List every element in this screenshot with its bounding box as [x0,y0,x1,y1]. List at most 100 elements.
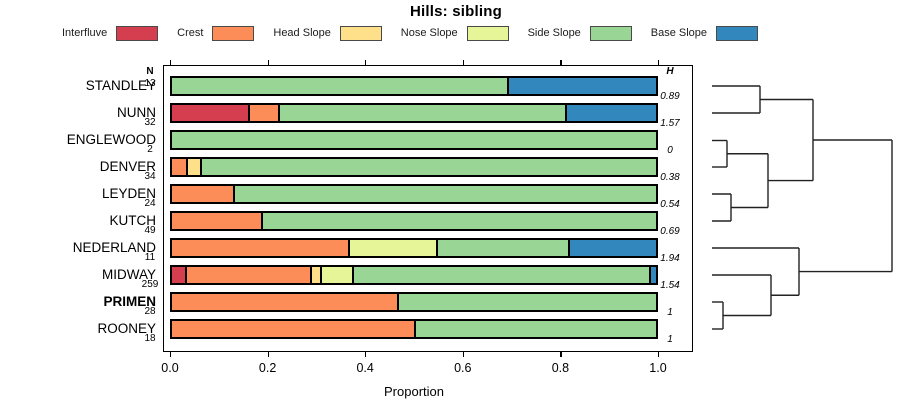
legend-swatch [716,25,758,41]
axis-tick-label: 0.2 [258,361,277,375]
bar-segment-side-slope [414,321,656,338]
bar-segment-interfluve [172,105,248,122]
bar-segment-side-slope [351,267,649,284]
legend-label: Interfluve [62,27,108,39]
legend-item: Side Slope [527,25,632,41]
bar-segment-side-slope [261,213,656,230]
bar-segment-crest [172,294,397,311]
legend-swatch [339,25,382,41]
chart-title: Hills: sibling [410,3,502,20]
bar-segment-crest [172,159,187,176]
h-entropy-value: 1.94 [660,253,680,265]
axis-tick-bottom [560,352,562,357]
row-label: MIDWAY [102,267,156,283]
row-label: DENVER [99,159,156,175]
bar-segment-head-slope [186,159,201,176]
bar-segment-side-slope [396,294,656,311]
bar-segment-crest [172,240,349,257]
legend-item: Crest [177,25,255,41]
stacked-bar-row [170,184,658,205]
axis-tick-bottom [170,352,172,357]
plot-area-frame [163,65,693,352]
legend-item: Nose Slope [400,25,509,41]
n-count-value: 34 [144,171,156,183]
stacked-bar-row [170,211,658,232]
bar-segment-base-slope [648,267,656,284]
stacked-bar-row [170,319,658,340]
stacked-bar-row [170,292,658,313]
bar-segment-base-slope [567,240,656,257]
legend-label: Nose Slope [400,27,458,39]
bar-segment-side-slope [436,240,568,257]
row-label: PRIMEN [103,294,156,310]
axis-tick-bottom [267,352,269,357]
legend: Interfluve Crest Head Slope Nose Slope Side … [62,25,758,41]
row-label: STANDLEY [85,78,156,93]
h-entropy-value: 1 [667,334,673,346]
n-count-value: 18 [144,333,156,345]
n-count-value: 32 [144,117,156,129]
legend-label: Side Slope [527,27,581,39]
dendrogram [712,85,893,330]
stacked-bar-row [170,265,658,286]
bar-segment-crest [172,213,262,230]
stacked-bar-row [170,157,658,178]
n-count-value: 259 [141,279,159,291]
h-entropy-value: 1.54 [660,280,680,292]
n-count-value: 28 [144,306,156,318]
bar-segment-nose-slope [319,267,352,284]
row-label: KUTCH [109,213,157,229]
row-label: ROONEY [97,321,156,337]
row-label: LEYDEN [101,186,156,202]
bar-segment-base-slope [565,105,656,122]
axis-tick-bottom [462,352,464,357]
legend-label: Head Slope [273,27,331,39]
legend-label: Crest [177,27,204,39]
axis-tick-label: 0.0 [161,361,179,375]
x-axis-title: Proportion [384,384,444,399]
axis-tick-label: 0.6 [454,361,472,375]
bar-segment-side-slope [232,186,656,203]
h-entropy-value: 1 [667,307,673,319]
bar-segment-crest [247,105,278,122]
axis-tick-label: 0.8 [551,361,570,375]
h-entropy-value: 0.89 [660,91,680,102]
h-entropy-value: 0.54 [660,199,680,211]
axis-tick-top [170,60,172,65]
axis-tick-label: 0.4 [356,361,374,375]
n-count-value: 24 [144,198,156,210]
axis-tick-top [560,60,562,65]
axis-tick-bottom [658,352,660,357]
row-label: NUNN [117,105,156,121]
h-entropy-value: 0.38 [660,172,680,184]
stacked-bar-row [170,130,658,151]
bar-segment-crest [172,321,414,338]
axis-tick-top [365,60,367,65]
bar-segment-side-slope [200,159,656,176]
legend-label: Base Slope [650,27,707,39]
bar-segment-crest [185,267,311,284]
legend-item: Head Slope [273,25,382,41]
bar-segment-base-slope [506,78,656,94]
bar-segment-head-slope [310,267,320,284]
row-label: ENGLEWOOD [66,132,156,148]
stacked-bar-row [170,76,658,96]
bar-segment-side-slope [277,105,566,122]
n-count-value: 49 [144,225,156,237]
row-label: NEDERLAND [72,240,156,256]
legend-item: Base Slope [650,25,758,41]
legend-swatch [466,25,509,41]
legend-swatch [212,25,255,41]
n-count-value: 2 [147,144,153,156]
bar-segment-nose-slope [348,240,437,257]
n-count-value: 13 [144,78,156,89]
axis-tick-bottom [365,352,367,357]
n-count-value: 11 [144,252,156,264]
bar-segment-crest [172,186,233,203]
legend-item: Interfluve [62,25,159,41]
stacked-bar-row [170,103,658,124]
stacked-bar-row [170,238,658,259]
h-column-header: H [666,66,674,77]
h-entropy-value: 0.69 [660,226,680,238]
